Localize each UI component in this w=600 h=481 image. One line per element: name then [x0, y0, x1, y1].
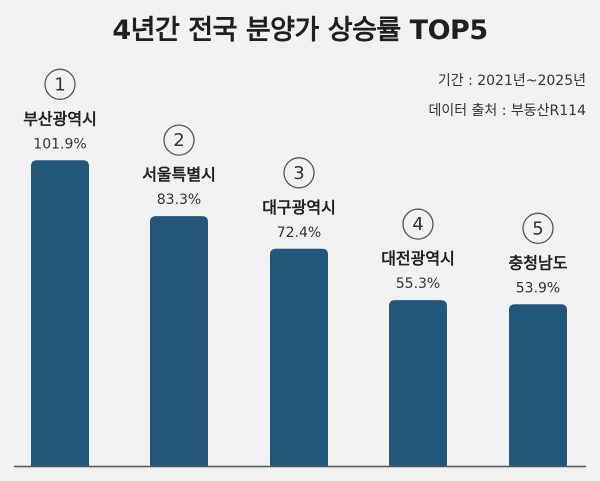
bar-1 [31, 160, 89, 467]
rank-circle-3 [283, 157, 315, 189]
rank-circle-4 [402, 208, 434, 240]
rank-number-4: 4 [412, 214, 423, 235]
period-note: 기간 : 2021년~2025년 [437, 73, 586, 89]
category-label-2: 서울특별시 [142, 165, 216, 184]
category-label-1: 부산광역시 [23, 109, 97, 128]
value-label-4: 55.3% [396, 276, 440, 292]
bar-5 [509, 304, 567, 466]
bar-4 [389, 300, 447, 466]
source-note: 데이터 출처 : 부동산R114 [428, 103, 586, 119]
category-label-3: 대구광역시 [262, 198, 336, 217]
rank-circle-1 [44, 68, 76, 100]
rank-number-3: 3 [293, 163, 304, 184]
rank-number-2: 2 [173, 130, 184, 151]
rank-circle-5 [522, 212, 554, 244]
bar-2 [150, 216, 208, 466]
value-label-5: 53.9% [516, 280, 560, 296]
category-label-4: 대전광역시 [381, 249, 455, 268]
value-label-2: 83.3% [157, 192, 201, 208]
value-label-3: 72.4% [277, 225, 321, 241]
value-label-1: 101.9% [33, 136, 86, 152]
rank-number-5: 5 [532, 218, 543, 239]
category-label-5: 충청남도 [509, 253, 568, 272]
rank-circle-2 [163, 124, 195, 156]
rank-number-1: 1 [54, 74, 65, 95]
bar-3 [270, 248, 328, 466]
chart-title: 4년간 전국 분양가 상승률 TOP5 [112, 15, 488, 46]
